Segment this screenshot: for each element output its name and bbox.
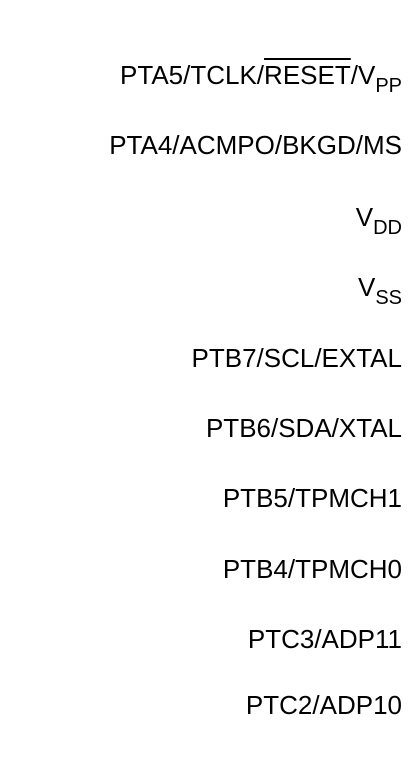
pin-label-pta5-reset: RESET	[264, 60, 351, 90]
pin-label-ptb7: PTB7/SCL/EXTAL	[192, 343, 403, 373]
pin-label-pta5-subscript: PP	[375, 75, 402, 97]
pin-label-ptc2: PTC2/ADP10	[246, 690, 402, 720]
pin-label-ptb5: PTB5/TPMCH1	[223, 483, 402, 513]
pin-label-ptc3: PTC3/ADP11	[248, 624, 402, 654]
pin-label-pta5: PTA5/TCLK/RESET/VPP	[120, 60, 402, 93]
pin-label-vss: VSS	[358, 272, 402, 305]
pin-label-vdd: VDD	[356, 202, 402, 235]
pin-label-ptb4: PTB4/TPMCH0	[223, 554, 402, 584]
pin-label-vdd-subscript: DD	[373, 217, 402, 239]
pin-label-pta5-mid: /V	[351, 60, 376, 90]
pin-label-vdd-main: V	[356, 202, 373, 232]
pin-label-vss-subscript: SS	[375, 287, 402, 309]
pin-label-vss-main: V	[358, 272, 375, 302]
pin-label-pta5-prefix: PTA5/TCLK/	[120, 60, 264, 90]
pin-label-pta4: PTA4/ACMPO/BKGD/MS	[109, 130, 402, 160]
pin-label-ptb6: PTB6/SDA/XTAL	[206, 413, 402, 443]
